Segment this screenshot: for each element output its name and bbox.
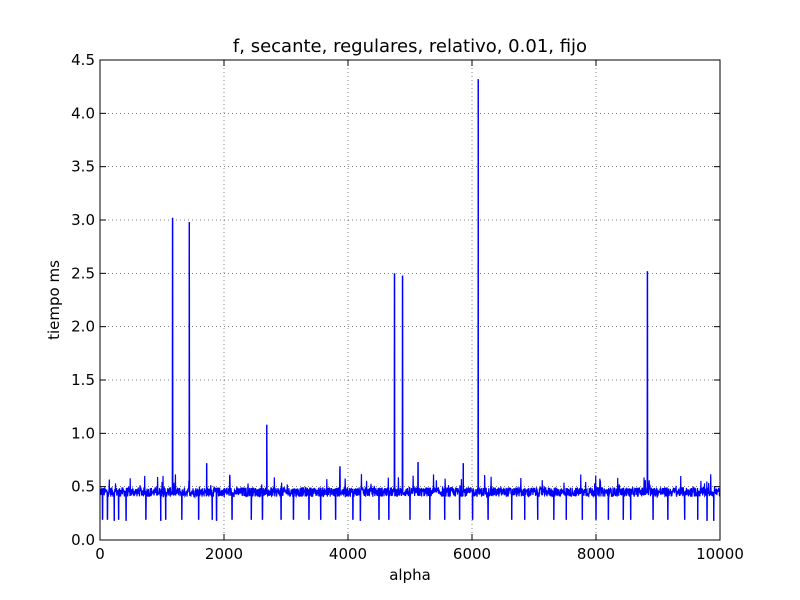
chart-title: f, secante, regulares, relativo, 0.01, f… (233, 36, 587, 57)
y-tick-label: 3.0 (71, 211, 95, 229)
grid (100, 60, 720, 540)
y-tick-label: 0.0 (71, 531, 95, 549)
y-axis-title: tiempo ms (45, 260, 63, 340)
x-tick-label: 0 (95, 545, 105, 563)
x-tick-label: 10000 (696, 545, 744, 563)
x-tick-label: 2000 (205, 545, 243, 563)
x-tick-label: 6000 (453, 545, 491, 563)
y-tick-label: 1.5 (71, 371, 95, 389)
plot-frame (99, 59, 721, 541)
y-tick-label: 4.5 (71, 51, 95, 69)
x-axis-title: alpha (389, 566, 431, 584)
plot-area (100, 60, 720, 540)
y-tick-label: 2.0 (71, 318, 95, 336)
y-tick-label: 3.5 (71, 158, 95, 176)
tick-labels: 0 2000 4000 6000 8000 10000 0.0 0.5 1.0 1.5 2.0 2.5… (71, 51, 744, 563)
y-tick-label: 2.5 (71, 264, 95, 282)
ticks (99, 59, 721, 541)
x-tick-label: 4000 (329, 545, 367, 563)
y-tick-label: 4.0 (71, 104, 95, 122)
y-tick-label: 1.0 (71, 424, 95, 442)
y-tick-label: 0.5 (71, 478, 95, 496)
series-group (99, 79, 721, 521)
x-tick-label: 8000 (577, 545, 615, 563)
